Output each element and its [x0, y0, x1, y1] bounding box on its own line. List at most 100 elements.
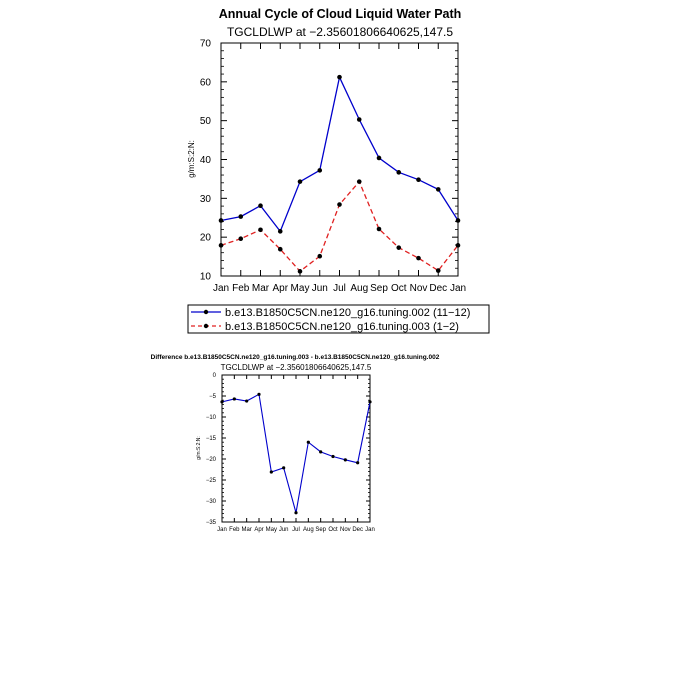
chart1-y-axis: 10 20 30 40 50 60 70 — [200, 39, 458, 283]
x-tick-label: Oct — [391, 283, 407, 294]
x-tick-label: Aug — [350, 283, 368, 294]
y-tick-label: −35 — [206, 520, 217, 526]
series-1-point — [319, 450, 323, 454]
y-tick-label: −5 — [209, 394, 217, 400]
annual-cycle-chart: Annual Cycle of Cloud Liquid Water Path … — [187, 7, 490, 334]
chart1-y-axis-label: g/m:S:2:N: — [187, 140, 196, 178]
y-tick-label: −25 — [206, 478, 217, 484]
series-1-point — [356, 461, 360, 465]
series-1-point — [257, 392, 261, 396]
x-tick-label: Sep — [315, 527, 326, 533]
x-tick-label: Jan — [365, 527, 375, 533]
series-1-point — [455, 218, 461, 223]
chart2-subtitle: TGCLDLWP at −2.35601806640625,147.5 — [221, 363, 372, 372]
x-tick-label: Jan — [217, 527, 227, 533]
x-tick-label: Jan — [213, 283, 229, 294]
series-1-point — [245, 399, 249, 403]
x-tick-label: Nov — [340, 527, 351, 533]
legend-marker — [203, 323, 209, 329]
series-1-point — [356, 117, 362, 122]
x-tick-label: Feb — [232, 283, 250, 294]
chart1-series — [218, 74, 461, 274]
chart2-title: Difference b.e13.B1850C5CN.ne120_g16.tun… — [151, 354, 440, 361]
chart2-x-axis: Jan Feb Mar Apr May Jun Jul Aug Sep Oct Nov Dec Jan — [217, 375, 375, 533]
difference-chart: Difference b.e13.B1850C5CN.ne120_g16.tun… — [151, 354, 440, 533]
chart2-y-axis-label: g/m:S:2:N: — [196, 436, 202, 460]
y-tick-label: −15 — [206, 436, 217, 442]
x-tick-label: May — [266, 527, 277, 533]
series-1-point — [343, 458, 347, 462]
y-tick-label: 70 — [200, 39, 212, 50]
series-1-point — [297, 179, 303, 184]
chart1-x-axis: Jan Feb Mar Apr May Jun Jul Aug Sep Oct Nov Dec Jan — [213, 43, 466, 294]
series-1-point — [306, 440, 310, 444]
x-tick-label: Mar — [252, 283, 270, 294]
series-2-point — [277, 246, 283, 252]
series-2-point — [455, 243, 461, 248]
series-1-point — [337, 74, 342, 80]
chart1-subtitle: TGCLDLWP at −2.35601806640625,147.5 — [227, 25, 453, 39]
y-tick-label: −10 — [206, 415, 217, 421]
x-tick-label: Jun — [279, 527, 289, 533]
series-2-point — [297, 269, 303, 274]
y-tick-label: 50 — [200, 116, 212, 127]
series-1-point — [282, 466, 286, 470]
chart1-title: Annual Cycle of Cloud Liquid Water Path — [219, 7, 462, 21]
y-tick-label: −30 — [206, 499, 217, 505]
series-2-point — [317, 253, 323, 259]
series-2-point — [416, 255, 421, 261]
x-tick-label: May — [291, 283, 310, 294]
series-1-point — [317, 168, 323, 173]
chart1-legend: b.e13.B1850C5CN.ne120_g16.tuning.002 (11… — [187, 304, 490, 334]
x-tick-label: Apr — [254, 527, 263, 533]
series-1-point — [269, 470, 273, 474]
legend-label-series-2: b.e13.B1850C5CN.ne120_g16.tuning.003 (1−… — [225, 321, 459, 333]
legend-entry-series-1: b.e13.B1850C5CN.ne120_g16.tuning.002 (11… — [191, 307, 470, 319]
series-1-point — [218, 218, 224, 223]
series-1-point — [258, 203, 263, 209]
x-tick-label: Oct — [328, 527, 338, 533]
x-tick-label: Jun — [312, 283, 328, 294]
y-tick-label: −20 — [206, 457, 217, 463]
chart2-series — [220, 392, 372, 515]
series-line-1 — [221, 393, 371, 513]
series-1-point — [294, 511, 298, 515]
series-1-point — [232, 397, 236, 401]
legend-box — [187, 304, 490, 334]
series-2-point — [238, 236, 244, 242]
y-tick-label: 10 — [200, 272, 212, 283]
legend-entry-series-2: b.e13.B1850C5CN.ne120_g16.tuning.003 (1−… — [191, 321, 459, 333]
y-tick-label: 60 — [200, 77, 212, 88]
x-tick-label: Aug — [303, 527, 314, 533]
y-tick-label: 0 — [213, 373, 217, 379]
series-2-point — [337, 202, 342, 207]
series-2-point — [218, 243, 224, 248]
series-2-point — [435, 268, 441, 273]
series-2-point — [356, 179, 362, 184]
x-tick-label: Jan — [450, 283, 466, 294]
series-1-point — [238, 214, 244, 219]
x-tick-label: Dec — [352, 527, 363, 533]
chart2-y-axis: 0 −5 −10 −15 −20 −25 −30 −35 — [206, 373, 370, 526]
y-tick-label: 30 — [200, 194, 212, 205]
y-tick-label: 20 — [200, 233, 212, 244]
x-tick-label: Apr — [272, 283, 288, 294]
legend-marker — [203, 309, 209, 315]
legend-label-series-1: b.e13.B1850C5CN.ne120_g16.tuning.002 (11… — [225, 307, 470, 319]
series-1-point — [376, 155, 382, 161]
series-2-point — [396, 245, 402, 250]
series-line-2 — [220, 180, 459, 273]
x-tick-label: Jul — [333, 283, 346, 294]
series-2-point — [258, 227, 263, 233]
chart2-plot-frame — [221, 374, 371, 523]
x-tick-label: Feb — [229, 527, 240, 533]
series-1-point — [435, 187, 441, 192]
series-1-point — [416, 177, 421, 182]
x-tick-label: Nov — [410, 283, 428, 294]
x-tick-label: Sep — [370, 283, 388, 294]
series-1-point — [220, 400, 224, 404]
x-tick-label: Mar — [241, 527, 251, 533]
series-1-point — [277, 229, 283, 234]
series-1-point — [331, 454, 335, 459]
